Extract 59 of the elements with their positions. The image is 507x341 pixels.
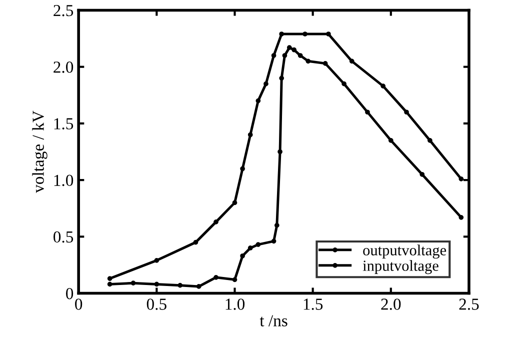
point	[154, 282, 160, 287]
x-tick-label: 1.5	[304, 298, 323, 310]
y-axis-title: voltage / kV	[32, 110, 48, 193]
point	[264, 81, 268, 86]
x-tick-label: 0.5	[146, 298, 166, 310]
point	[256, 242, 261, 248]
point	[248, 246, 253, 250]
point	[306, 58, 311, 64]
point	[274, 222, 280, 228]
point	[292, 47, 297, 52]
point	[256, 98, 261, 104]
point	[349, 58, 354, 64]
point	[365, 110, 370, 115]
point	[271, 53, 276, 58]
point	[342, 81, 346, 86]
point	[428, 138, 432, 143]
point	[279, 32, 284, 36]
point	[214, 220, 218, 224]
x-tick-label: 1.0	[226, 298, 245, 310]
point	[248, 132, 253, 138]
point	[232, 200, 238, 206]
point	[404, 110, 409, 115]
point	[458, 176, 464, 182]
point	[458, 214, 464, 220]
point	[107, 276, 112, 281]
point	[278, 149, 282, 154]
point	[178, 282, 183, 288]
legend-label: inputvoltage	[362, 260, 438, 274]
x-tick-label: 2.5	[459, 298, 479, 310]
point	[232, 277, 238, 282]
y-tick-label: 2.0	[54, 62, 74, 73]
point	[154, 258, 160, 263]
legend-label: outputvoltage	[363, 244, 446, 259]
point	[271, 238, 276, 244]
y-tick-label: 0.5	[54, 231, 74, 243]
point	[282, 53, 288, 58]
point	[420, 172, 425, 177]
point	[326, 32, 331, 36]
x-axis-title: t /ns	[260, 315, 288, 326]
point	[302, 32, 308, 36]
point	[214, 274, 218, 280]
point	[380, 84, 386, 89]
point	[107, 282, 112, 287]
point	[240, 166, 245, 172]
y-tick-label: 2.5	[54, 4, 74, 16]
point	[130, 280, 136, 286]
x-tick-label: 0	[75, 298, 82, 310]
x-tick-label: 2.0	[381, 298, 401, 310]
point	[322, 61, 328, 66]
y-tick-label: 1.5	[54, 118, 74, 130]
point	[286, 45, 292, 50]
point	[388, 138, 394, 143]
y-tick-label: 1.0	[54, 174, 74, 186]
point	[240, 253, 245, 258]
point	[298, 53, 303, 58]
y-tick-label: 0	[66, 288, 74, 300]
point	[279, 76, 284, 81]
point	[196, 284, 202, 289]
point	[193, 240, 198, 245]
